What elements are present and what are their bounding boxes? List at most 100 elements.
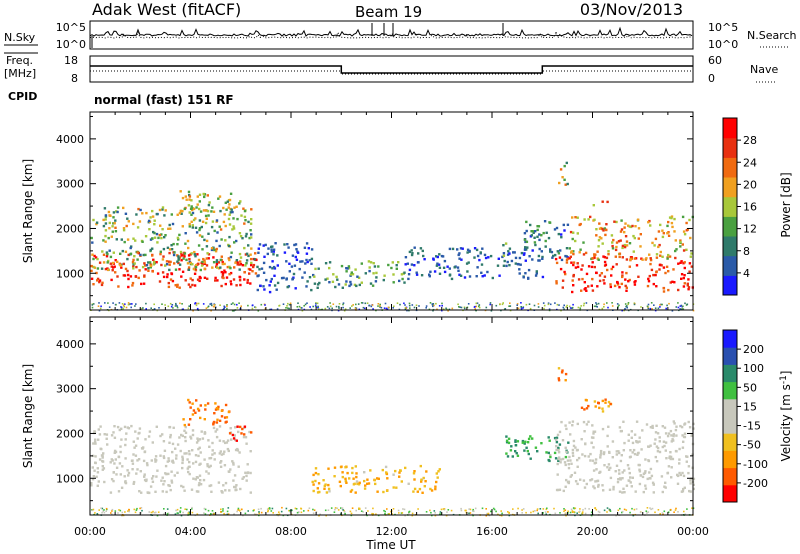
echo-cell [171, 442, 175, 446]
noise-cell [301, 309, 304, 312]
echo-cell [557, 457, 560, 461]
echo-cell [599, 456, 602, 459]
echo-cell [615, 263, 618, 266]
echo-cell [611, 265, 615, 269]
noise-cell [566, 304, 568, 307]
echo-cell [238, 252, 242, 256]
echo-cell [197, 454, 200, 458]
echo-cell [647, 445, 651, 448]
echo-cell [90, 277, 94, 280]
echo-cell [570, 474, 573, 477]
echo-cell [377, 477, 380, 480]
noise-cell [553, 507, 555, 510]
echo-cell [182, 485, 185, 489]
echo-cell [458, 273, 461, 276]
echo-cell [563, 164, 566, 168]
echo-cell [188, 452, 191, 456]
echo-cell [664, 271, 667, 275]
noise-cell [372, 308, 374, 310]
noise-cell [609, 510, 612, 512]
echo-cell [198, 193, 202, 196]
echo-cell [239, 262, 243, 266]
echo-cell [187, 398, 190, 402]
echo-cell [141, 265, 145, 269]
echo-cell [412, 490, 415, 493]
echo-cell [100, 267, 104, 270]
echo-cell [203, 276, 207, 279]
noise-cell [360, 510, 363, 512]
noise-cell [432, 303, 435, 305]
noise-cell [595, 305, 597, 308]
echo-cell [400, 480, 403, 483]
echo-cell [398, 475, 401, 478]
echo-cell [555, 261, 559, 265]
echo-cell [638, 463, 641, 467]
echo-cell [328, 490, 331, 493]
echo-cell [692, 483, 695, 486]
freq-label-line1: Freq. [6, 54, 33, 67]
echo-cell [127, 471, 131, 475]
echo-cell [660, 475, 664, 478]
echo-cell [350, 271, 353, 274]
noise-cell [580, 305, 582, 307]
echo-cell [171, 459, 174, 462]
echo-cell [227, 449, 230, 453]
noise-cell [296, 306, 299, 308]
echo-cell [664, 486, 667, 489]
echo-cell [408, 268, 412, 272]
noise-cell [486, 512, 488, 515]
echo-cell [188, 465, 191, 468]
colorbar-cell [723, 177, 737, 198]
echo-cell [199, 483, 203, 486]
echo-cell [496, 264, 500, 267]
noise-cell [176, 305, 178, 307]
noise-cell [501, 512, 503, 515]
noise-cell [167, 305, 170, 308]
echo-cell [659, 223, 662, 227]
echo-cell [537, 259, 540, 262]
echo-cell [497, 257, 500, 260]
echo-cell [459, 247, 463, 250]
echo-cell [544, 239, 547, 243]
echo-cell [195, 399, 198, 402]
echo-cell [404, 466, 407, 470]
echo-cell [505, 264, 508, 268]
noise-cell [404, 308, 407, 311]
echo-cell [551, 256, 554, 259]
echo-cell [677, 288, 680, 292]
echo-cell [188, 460, 191, 464]
echo-cell [234, 448, 238, 452]
echo-cell [558, 430, 562, 434]
echo-cell [247, 267, 251, 271]
noise-cell [288, 303, 291, 306]
noise-cell [489, 302, 492, 304]
echo-cell [193, 253, 196, 256]
noise-cell [238, 302, 240, 304]
noise-cell [645, 510, 648, 512]
echo-cell [398, 279, 401, 283]
noise-cell [450, 509, 453, 512]
echo-cell [634, 225, 637, 228]
noise-cell [120, 308, 123, 311]
echo-cell [355, 475, 358, 479]
echo-cell [163, 236, 166, 239]
echo-cell [661, 445, 664, 449]
noise-cell [210, 302, 213, 305]
nsky-tick-top: 10^5 [56, 21, 86, 34]
echo-cell [448, 273, 452, 276]
echo-cell [605, 256, 609, 260]
echo-cell [355, 284, 358, 288]
echo-cell [114, 226, 117, 229]
echo-cell [180, 275, 183, 278]
echo-cell [518, 256, 522, 260]
echo-cell [235, 239, 238, 243]
noise-cell [439, 511, 442, 513]
echo-cell [681, 243, 684, 246]
echo-cell [187, 450, 191, 453]
echo-cell [612, 238, 615, 242]
echo-cell [564, 485, 567, 488]
noise-cell [181, 303, 183, 305]
echo-cell [621, 275, 624, 279]
echo-cell [310, 248, 314, 251]
noise-cell [509, 302, 511, 304]
